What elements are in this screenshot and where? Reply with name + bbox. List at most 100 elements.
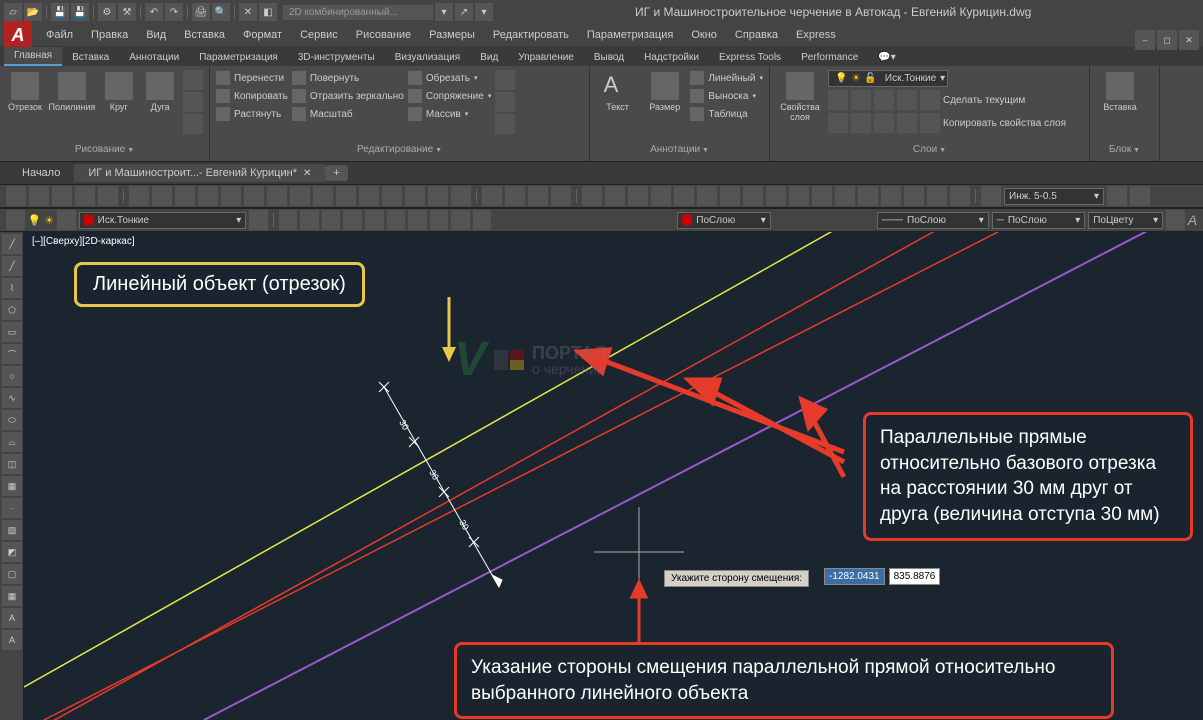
t1-3-icon[interactable]	[52, 186, 72, 206]
t2-1-icon[interactable]	[6, 210, 25, 230]
btn-array[interactable]: Массив ▾	[408, 106, 492, 122]
t1-41-icon[interactable]	[950, 186, 970, 206]
rtab-manage[interactable]: Управление	[508, 49, 584, 66]
new-icon[interactable]: ▱	[4, 3, 22, 21]
t1-9-icon[interactable]	[198, 186, 218, 206]
btn-fillet[interactable]: Сопряжение ▾	[408, 88, 492, 104]
t1-31-icon[interactable]	[720, 186, 740, 206]
layer-t5-icon[interactable]	[920, 90, 940, 110]
lt-table-icon[interactable]: ▦	[2, 586, 22, 606]
layer-b5-icon[interactable]	[920, 113, 940, 133]
menu-insert[interactable]: Вставка	[176, 26, 233, 44]
doctab-new[interactable]: +	[325, 165, 347, 181]
btn-leader[interactable]: Выноска ▾	[690, 88, 763, 104]
t1-43-icon[interactable]	[1107, 186, 1127, 206]
lt-insert-icon[interactable]: ◫	[2, 454, 22, 474]
t1-40-icon[interactable]	[927, 186, 947, 206]
layer-b1-icon[interactable]	[828, 113, 848, 133]
t1-8-icon[interactable]	[175, 186, 195, 206]
btn-stretch[interactable]: Растянуть	[216, 106, 288, 122]
btn-linear[interactable]: Линейный ▾	[690, 70, 763, 86]
t2-7-icon[interactable]	[343, 210, 362, 230]
open-icon[interactable]: 📂	[24, 3, 42, 21]
t1-7-icon[interactable]	[152, 186, 172, 206]
lt-pline-icon[interactable]: ⌇	[2, 278, 22, 298]
menu-format[interactable]: Формат	[235, 26, 290, 44]
color-combo[interactable]: ПоСлою▾	[677, 212, 770, 229]
lt-grad-icon[interactable]: ◩	[2, 542, 22, 562]
btn-insert[interactable]: Вставка	[1096, 70, 1144, 114]
t1-44-icon[interactable]	[1130, 186, 1150, 206]
lt-text-icon[interactable]: A	[2, 630, 22, 650]
btn-move[interactable]: Перенести	[216, 70, 288, 86]
t1-17-icon[interactable]	[382, 186, 402, 206]
linetype-combo[interactable]: Инж. 5-0.5▾	[1004, 188, 1104, 205]
btn-trim[interactable]: Обрезать ▾	[408, 70, 492, 86]
layer-row-combo[interactable]: Иск.Тонкие▾	[79, 212, 247, 229]
modify-extra3-icon[interactable]	[495, 114, 515, 134]
layer-b4-icon[interactable]	[897, 113, 917, 133]
t1-36-icon[interactable]	[835, 186, 855, 206]
t1-11-icon[interactable]	[244, 186, 264, 206]
workspace-combo[interactable]: 2D комбинированный...	[283, 5, 433, 20]
menu-help[interactable]: Справка	[727, 26, 786, 44]
t1-26-icon[interactable]	[605, 186, 625, 206]
coord-y-field[interactable]: 835.8876	[889, 568, 941, 585]
t2-3-icon[interactable]	[249, 210, 268, 230]
t2-2-icon[interactable]	[57, 210, 76, 230]
plotstyle-combo[interactable]: ПоЦвету▾	[1088, 212, 1163, 229]
panel-draw-title[interactable]: Рисование	[6, 142, 203, 157]
app-logo[interactable]: A	[4, 21, 32, 49]
rtab-param[interactable]: Параметризация	[189, 49, 288, 66]
t2-13-icon[interactable]	[473, 210, 492, 230]
btn-mirror[interactable]: Отразить зеркально	[292, 88, 404, 104]
t1-19-icon[interactable]	[428, 186, 448, 206]
layer-t3-icon[interactable]	[874, 90, 894, 110]
tool2-icon[interactable]: ⚒	[118, 3, 136, 21]
t1-21-icon[interactable]	[482, 186, 502, 206]
menu-dim[interactable]: Размеры	[421, 26, 483, 44]
t2-5-icon[interactable]	[300, 210, 319, 230]
rtab-express[interactable]: Express Tools	[709, 49, 791, 66]
t2-4-icon[interactable]	[279, 210, 298, 230]
tool3-icon[interactable]: ✕	[239, 3, 257, 21]
t1-13-icon[interactable]	[290, 186, 310, 206]
saveas-icon[interactable]: 💾	[71, 3, 89, 21]
rtab-addins[interactable]: Надстройки	[634, 49, 709, 66]
btn-copy[interactable]: Копировать	[216, 88, 288, 104]
rtab-perf[interactable]: Performance	[791, 49, 868, 66]
t1-16-icon[interactable]	[359, 186, 379, 206]
t1-39-icon[interactable]	[904, 186, 924, 206]
lt-block-icon[interactable]: ▦	[2, 476, 22, 496]
t1-6-icon[interactable]	[129, 186, 149, 206]
lt-line-icon[interactable]: ╱	[2, 234, 22, 254]
maximize-icon[interactable]: ◻	[1157, 30, 1177, 50]
menu-tools[interactable]: Сервис	[292, 26, 346, 44]
t1-23-icon[interactable]	[528, 186, 548, 206]
modify-extra2-icon[interactable]	[495, 92, 515, 112]
print-icon[interactable]: 🖨	[192, 3, 210, 21]
save-icon[interactable]: 💾	[51, 3, 69, 21]
lt-spline-icon[interactable]: ∿	[2, 388, 22, 408]
rtab-insert[interactable]: Вставка	[62, 49, 119, 66]
layer-t1-icon[interactable]	[828, 90, 848, 110]
t2-8-icon[interactable]	[365, 210, 384, 230]
t1-30-icon[interactable]	[697, 186, 717, 206]
btn-layerprops[interactable]: Свойства слоя	[776, 70, 824, 124]
btn-polyline[interactable]: Полилиния	[48, 70, 96, 114]
t1-32-icon[interactable]	[743, 186, 763, 206]
lweight-combo[interactable]: ─ПоСлою▾	[992, 212, 1085, 229]
panel-annot-title[interactable]: Аннотации	[596, 142, 763, 157]
menu-modify[interactable]: Редактировать	[485, 26, 577, 44]
panel-block-title[interactable]: Блок	[1096, 142, 1153, 157]
menu-edit[interactable]: Правка	[83, 26, 136, 44]
close-icon[interactable]: ✕	[1179, 30, 1199, 50]
draw-extra3-icon[interactable]	[183, 114, 203, 134]
t1-33-icon[interactable]	[766, 186, 786, 206]
panel-modify-title[interactable]: Редактирование	[216, 142, 583, 157]
lt-ellarc-icon[interactable]: ⌓	[2, 432, 22, 452]
t2-10-icon[interactable]	[408, 210, 427, 230]
modify-extra1-icon[interactable]	[495, 70, 515, 90]
btn-text[interactable]: AТекст	[596, 70, 639, 114]
btn-table[interactable]: Таблица	[690, 106, 763, 122]
